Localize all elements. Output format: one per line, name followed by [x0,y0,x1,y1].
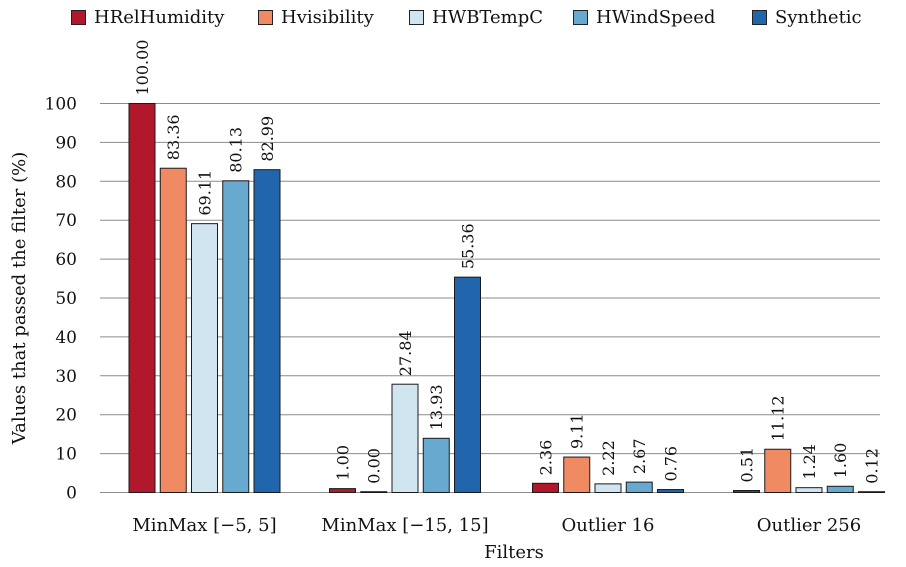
legend-swatch-hwbtempc [409,10,424,25]
bar-hvisibility-0 [159,167,187,493]
y-tick-label: 30 [55,367,77,387]
bar-value-label: 1.24 [800,444,819,480]
bar-value-label: 1.00 [334,445,353,481]
bar-hvisibility-1 [360,491,388,494]
bar-hwbtempc-0 [191,223,218,493]
legend-item-hvisibility: Hvisibility [258,7,374,28]
bar-value-label: 100.00 [133,40,152,96]
y-tick-label: 100 [45,95,77,115]
bar-value-label: 83.36 [164,114,183,160]
legend: HRelHumidity Hvisibility HWBTempC HWindS… [0,0,906,34]
bar-synthetic-0 [253,169,281,493]
bar-hwbtempc-3 [795,487,823,493]
legend-label-hwbtempc: HWBTempC [432,7,544,28]
bar-value-label: 2.36 [537,440,556,476]
bar-value-label: 0.12 [863,448,882,484]
y-tick-label: 60 [55,250,77,270]
x-tick-label: Outlier 256 [757,515,861,536]
bar-hrelhumidity-3 [733,490,760,494]
bar-hwindspeed-2 [625,481,653,494]
legend-label-hwindspeed: HWindSpeed [596,7,716,28]
bar-hwindspeed-3 [826,485,854,494]
bar-value-label: 13.93 [427,384,446,430]
y-tick-label: 0 [66,484,77,504]
x-tick-label: MinMax [−15, 15] [321,515,488,536]
y-tick-label: 80 [55,172,77,192]
bar-hvisibility-2 [563,456,591,494]
legend-item-hrelhumidity: HRelHumidity [71,7,224,28]
legend-swatch-hwindspeed [573,10,588,25]
bar-value-labels: 100.00 1.00 2.36 0.51 83.36 0.00 9.11 11.12 69.1… [133,40,882,484]
y-axis-label: Values that passed the filter (%) [9,152,30,446]
bar-value-label: 1.60 [831,443,850,479]
legend-label-hrelhumidity: HRelHumidity [94,7,225,28]
legend-swatch-synthetic [752,10,767,25]
legend-item-hwbtempc: HWBTempC [409,7,543,28]
bar-value-label: 0.76 [662,446,681,482]
bar-synthetic-3 [858,491,885,494]
bar-value-label: 69.11 [196,170,215,216]
bar-value-label: 0.00 [365,448,384,484]
legend-item-synthetic: Synthetic [752,7,862,28]
bar-value-label: 55.36 [459,223,478,269]
bar-value-label: 80.13 [227,127,246,173]
x-tick-label: MinMax [−5, 5] [132,515,276,536]
bar-value-label: 27.84 [396,330,415,376]
legend-label-hvisibility: Hvisibility [281,7,374,28]
legend-swatch-hrelhumidity [71,10,86,25]
bar-hwbtempc-2 [594,483,622,493]
y-axis-ticks: 0 10 20 30 40 50 60 70 80 90 100 [45,95,77,504]
bar-hrelhumidity-1 [329,488,356,493]
y-tick-label: 70 [55,211,77,231]
y-tick-label: 10 [55,445,77,465]
x-axis-label: Filters [484,542,544,563]
bars [128,103,885,494]
y-tick-label: 40 [55,328,77,348]
y-tick-label: 50 [55,289,77,309]
bar-hwindspeed-1 [422,437,450,493]
x-tick-label: Outlier 16 [562,515,655,536]
legend-swatch-hvisibility [258,10,273,25]
x-axis-ticks: MinMax [−5, 5] MinMax [−15, 15] Outlier 16… [132,515,861,536]
y-tick-label: 20 [55,406,77,426]
bar-value-label: 2.67 [630,438,649,474]
y-tick-label: 90 [55,133,77,153]
bar-hwindspeed-0 [222,180,250,493]
bar-value-label: 0.51 [738,447,757,483]
bar-hrelhumidity-0 [128,103,156,493]
bar-value-label: 9.11 [568,413,587,449]
bar-value-label: 11.12 [769,395,788,441]
bar-value-label: 2.22 [599,440,618,476]
bar-synthetic-1 [454,276,481,493]
bar-value-label: 82.99 [258,116,277,162]
bar-hrelhumidity-2 [532,482,559,494]
bar-synthetic-2 [657,489,684,494]
legend-label-synthetic: Synthetic [775,7,862,28]
legend-item-hwindspeed: HWindSpeed [573,7,715,28]
bar-hvisibility-3 [764,448,792,493]
bar-hwbtempc-1 [391,383,419,493]
